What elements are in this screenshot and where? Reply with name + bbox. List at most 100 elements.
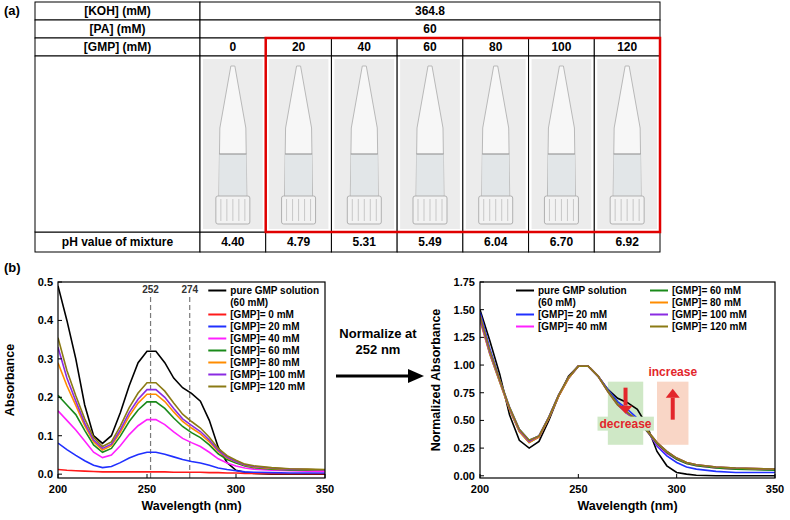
y-tick: [480, 420, 484, 421]
annotation: increase: [648, 365, 697, 379]
cap-ridge: [220, 199, 221, 221]
cap-ridge: [352, 199, 353, 221]
tube-body: [482, 66, 510, 196]
cap-ridge: [232, 199, 233, 221]
tube: [413, 66, 447, 224]
y-tick-label: 1.50: [454, 304, 475, 316]
photo-bg: [334, 59, 394, 229]
cell: [594, 232, 660, 252]
cap-ridge: [358, 199, 359, 221]
y-tick: [58, 474, 62, 475]
tube-cap: [544, 196, 578, 224]
cap-ridge: [483, 199, 484, 221]
row-header: pH value of mixture: [62, 235, 174, 249]
legend-line: [GMP]= 0 mM: [230, 309, 294, 320]
x-tick-label: 300: [227, 483, 245, 495]
header-cell: [35, 38, 200, 56]
annotation: decrease: [600, 417, 652, 431]
transform-arrow-head: [408, 369, 424, 383]
tube-body: [285, 66, 313, 196]
tube-liquid: [417, 154, 444, 196]
legend-swatch: [208, 386, 226, 388]
legend-label: [GMP]= 40 mM: [230, 333, 299, 344]
table: [KOH] (mM)364.8[PA] (mM)60[GMP] (mM)0204…: [35, 2, 660, 252]
cell-text: 5.49: [418, 235, 442, 249]
legend-line: pure GMP solution: [230, 285, 319, 296]
cell-text: 60: [423, 22, 437, 36]
legend-label: [GMP]= 120 mM: [672, 321, 747, 332]
legend-label: pure GMP solution(60 mM): [538, 285, 627, 308]
cap-ridge: [418, 199, 419, 221]
cell-text: 80: [489, 40, 503, 54]
photo-cell: [200, 56, 266, 232]
legend-label: [GMP]= 80 mM: [230, 357, 299, 368]
photo-cell: [529, 56, 595, 232]
legend-line: [GMP]= 40 mM: [230, 333, 299, 344]
x-tick: [676, 474, 677, 478]
y-tick-label: 0.25: [454, 442, 475, 454]
arrow-head: [619, 406, 633, 414]
cap-ridge: [615, 199, 616, 221]
cell: [200, 2, 660, 20]
cell: [266, 232, 332, 252]
series-line: [480, 312, 775, 473]
series-line: [58, 286, 325, 474]
legend: pure GMP solution(60 mM)[GMP]= 0 mM[GMP]…: [208, 285, 319, 392]
figure: (a)[KOH] (mM)364.8[PA] (mM)60[GMP] (mM)0…: [0, 0, 790, 520]
legend-line: (60 mM): [230, 297, 268, 308]
tube-liquid: [548, 154, 575, 196]
panel-label: (b): [4, 260, 21, 275]
cell: [266, 38, 332, 56]
header-cell: [35, 232, 200, 252]
photo-bg: [400, 59, 460, 229]
legend-line: (60 mM): [538, 297, 576, 308]
row-header: [KOH] (mM): [84, 4, 151, 18]
tube: [479, 66, 513, 224]
legend-line: [GMP]= 40 mM: [538, 321, 607, 332]
row-header: [PA] (mM): [90, 22, 146, 36]
x-tick-label: 300: [667, 483, 685, 495]
cell-text: 20: [292, 40, 306, 54]
reference-line: [189, 297, 190, 478]
label-patch: [598, 417, 654, 431]
cap-ridge: [549, 199, 550, 221]
y-tick-label: 0.2: [38, 391, 53, 403]
cell-text: 0: [230, 40, 237, 54]
tube-liquid: [482, 154, 509, 196]
cell: [529, 38, 595, 56]
legend-swatch: [208, 314, 226, 316]
photo-cell: [463, 56, 529, 232]
plot-frame: [58, 282, 325, 478]
legend-swatch: [516, 290, 534, 292]
series-line: [480, 321, 775, 469]
chart: 2002503003500.00.10.20.30.40.5Wavelength…: [3, 276, 334, 513]
legend-line: [GMP]= 80 mM: [230, 357, 299, 368]
photo-cell: [266, 56, 332, 232]
photo-bg: [597, 59, 657, 229]
photo-bg: [203, 59, 263, 229]
reference-label: 252: [142, 284, 159, 295]
cell: [200, 38, 266, 56]
legend-line: [GMP]= 60 mM: [230, 345, 299, 356]
legend-swatch: [208, 326, 226, 328]
cell-text: 6.92: [615, 235, 639, 249]
tube-cap: [216, 196, 250, 224]
tube-liquid: [285, 154, 312, 196]
arrow: [624, 388, 628, 406]
y-tick: [480, 475, 484, 476]
y-tick-label: 1.25: [454, 331, 475, 343]
photo-cell: [594, 56, 660, 232]
tube-cap: [282, 196, 316, 224]
x-tick: [775, 474, 776, 478]
cap-ridge: [424, 199, 425, 221]
x-tick-label: 250: [138, 483, 156, 495]
cap-ridge: [370, 199, 371, 221]
legend-line: [GMP]= 20 mM: [230, 321, 299, 332]
tube-cap: [479, 196, 513, 224]
highlight-box: [266, 38, 660, 232]
legend-line: [GMP]= 120 mM: [672, 321, 747, 332]
cell-text: 100: [551, 40, 571, 54]
legend-label: [GMP]= 60 mM: [672, 285, 741, 296]
y-tick: [480, 448, 484, 449]
y-tick-label: 0.1: [38, 430, 53, 442]
